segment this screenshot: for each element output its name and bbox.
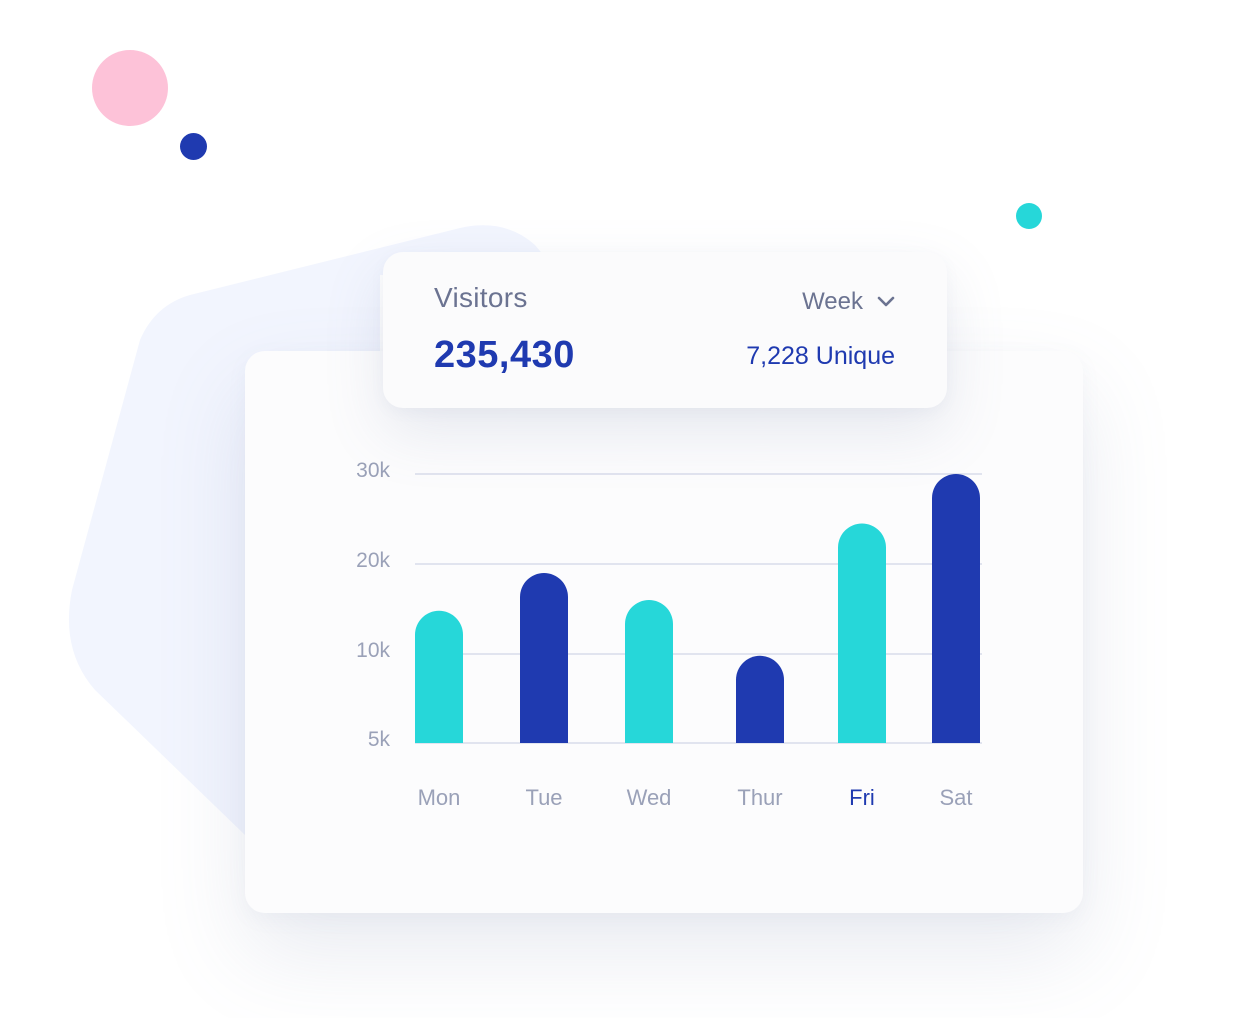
- decorative-teal-circle: [1016, 203, 1042, 229]
- period-dropdown[interactable]: Week: [802, 288, 895, 316]
- y-tick-label: 20k: [356, 549, 390, 572]
- x-tick-label-sat[interactable]: Sat: [939, 785, 972, 810]
- y-tick-label: 10k: [356, 639, 390, 662]
- bar-sat[interactable]: [932, 474, 980, 743]
- bar-fri[interactable]: [838, 523, 886, 744]
- visitors-total: 235,430: [434, 334, 575, 376]
- chevron-down-icon: [877, 296, 895, 307]
- bar-mon[interactable]: [415, 610, 463, 743]
- decorative-navy-circle: [180, 133, 207, 160]
- x-tick-label-thur[interactable]: Thur: [737, 785, 782, 810]
- y-tick-label: 5k: [368, 728, 391, 751]
- x-tick-label-fri[interactable]: Fri: [849, 785, 875, 810]
- x-tick-label-wed[interactable]: Wed: [627, 785, 672, 810]
- period-dropdown-label: Week: [802, 288, 863, 315]
- bar-wed[interactable]: [625, 600, 673, 743]
- visitors-chart-card: 5k 10k 20k 30k Mon Tue Wed Thur Fri Sat: [245, 351, 1083, 913]
- x-tick-label-tue[interactable]: Tue: [525, 785, 562, 810]
- visitors-title: Visitors: [434, 282, 528, 313]
- bar-tue[interactable]: [520, 573, 568, 743]
- visitors-bar-chart: 5k 10k 20k 30k Mon Tue Wed Thur Fri Sat: [356, 459, 982, 810]
- decorative-pink-circle: [92, 50, 168, 126]
- y-tick-label: 30k: [356, 459, 390, 482]
- visitors-summary-card: Visitors 235,430 Week 7,228 Unique: [383, 252, 947, 408]
- bar-thur[interactable]: [736, 655, 784, 743]
- unique-visitors: 7,228 Unique: [746, 342, 895, 370]
- x-tick-label-mon[interactable]: Mon: [418, 785, 461, 810]
